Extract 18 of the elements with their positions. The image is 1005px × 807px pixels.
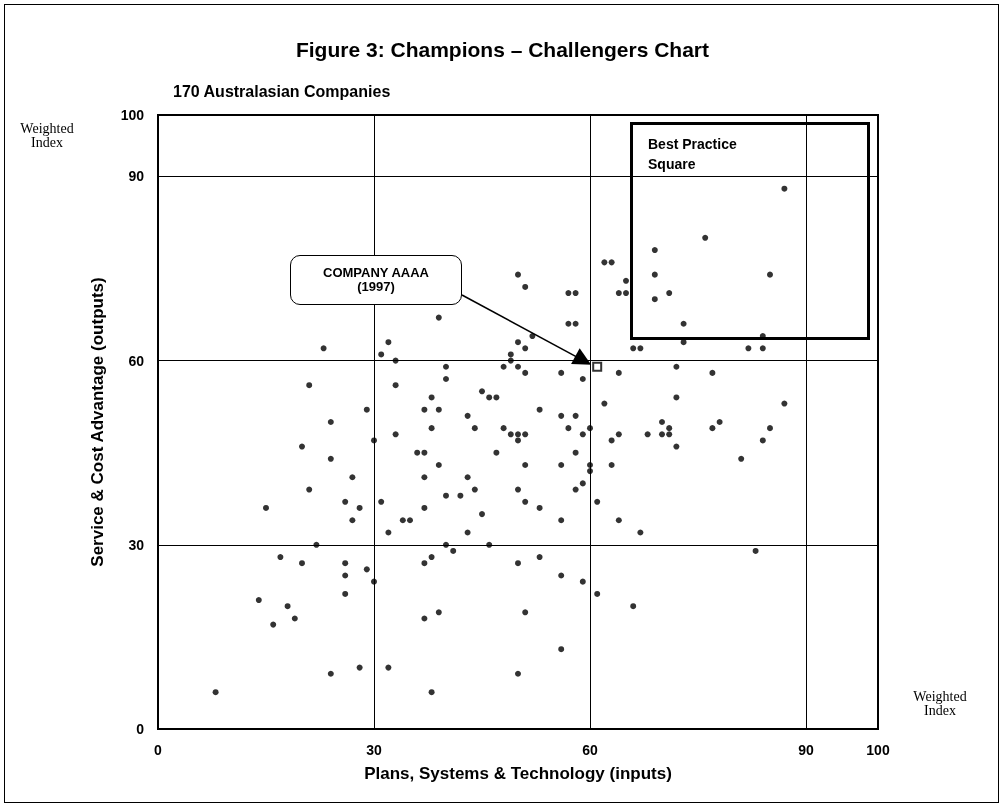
x-tick-label: 90: [798, 742, 814, 758]
text: Weighted Index: [19, 121, 75, 150]
y-tick-label: 100: [120, 107, 145, 123]
x-tick-label: 100: [866, 742, 890, 758]
y-tick-label: 90: [128, 168, 145, 185]
chart-title: Figure 3: Champions – Challengers Chart: [295, 38, 710, 61]
text: Weighted Index: [912, 689, 968, 718]
x-tick-label: 60: [582, 742, 598, 758]
callout-box: COMPANY AAAA (1997): [290, 255, 462, 305]
x-tick-label: 30: [366, 742, 382, 758]
x-axis-title: Plans, Systems & Technology (inputs): [364, 764, 672, 783]
y-axis-title: Service & Cost Advantage (outputs): [88, 277, 107, 567]
annotation: Best Practice Square: [648, 135, 738, 174]
y-tick-label: 60: [128, 352, 145, 369]
x-tick-label: 0: [154, 742, 163, 758]
y-tick-label: 30: [128, 536, 145, 553]
y-tick-label: 0: [136, 721, 145, 737]
chart-subtitle: 170 Australasian Companies: [173, 82, 391, 100]
